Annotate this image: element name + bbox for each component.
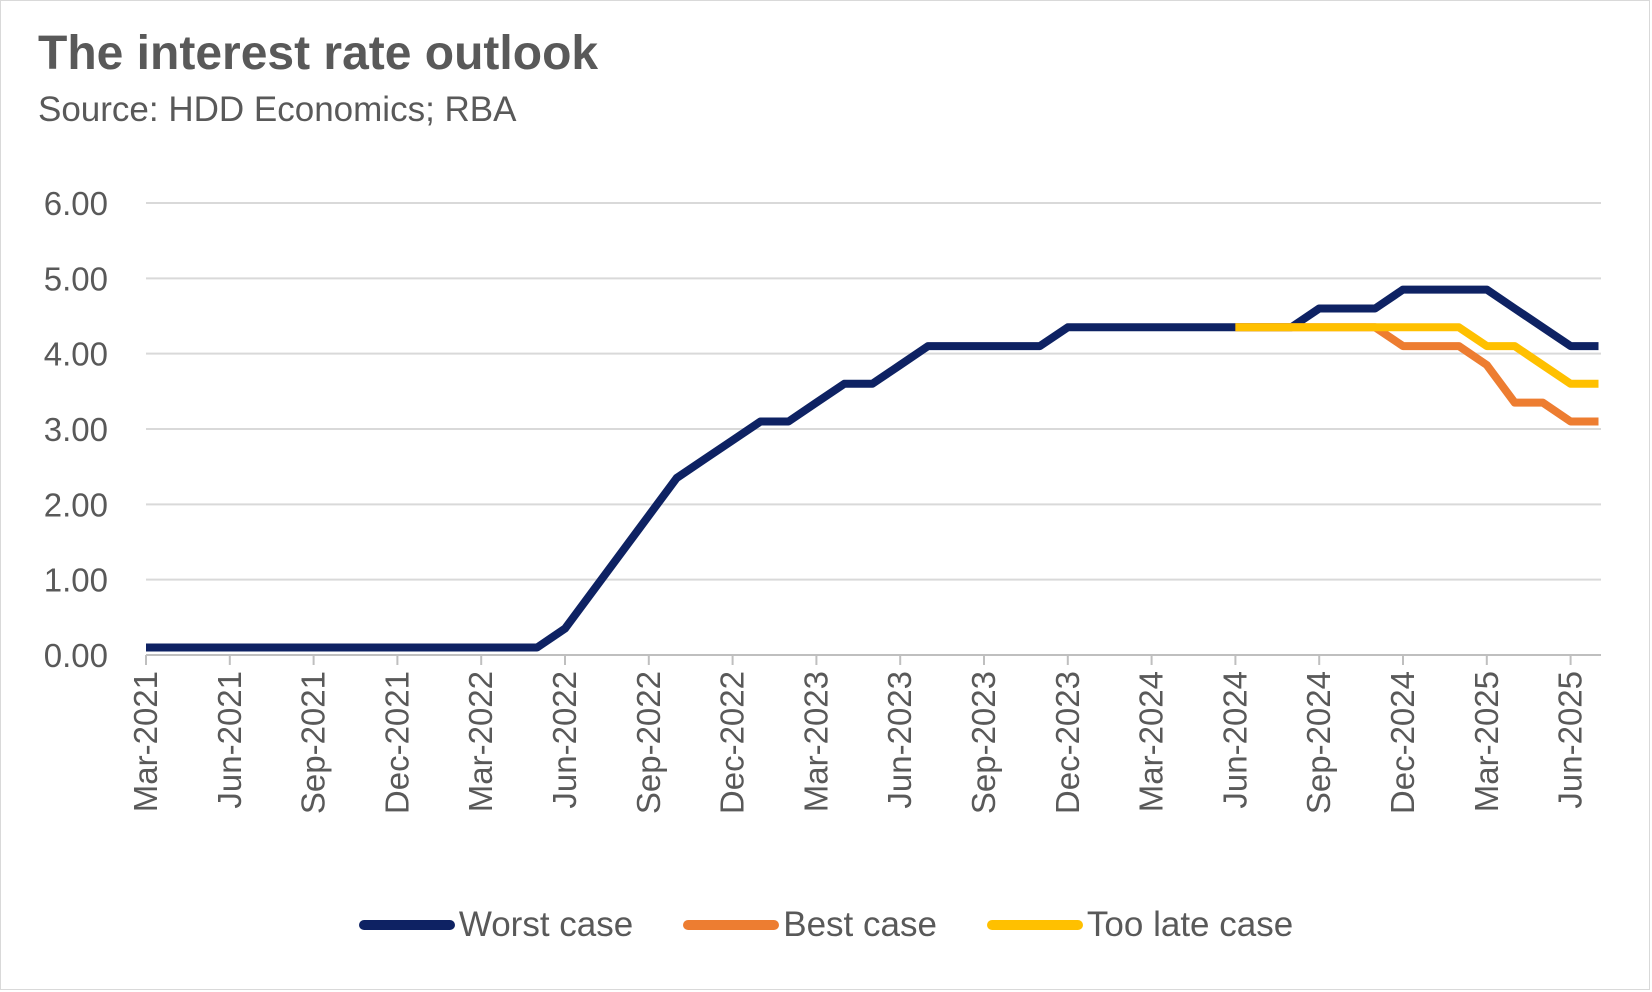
y-tick-label: 3.00 bbox=[44, 411, 108, 448]
x-tick-label: Sep-2022 bbox=[630, 671, 667, 814]
x-tick-label: Mar-2025 bbox=[1468, 671, 1505, 812]
x-tick-label: Sep-2021 bbox=[295, 671, 332, 814]
legend-label-best-case: Best case bbox=[783, 905, 937, 944]
legend-label-worst-case: Worst case bbox=[458, 905, 634, 944]
x-tick-label: Mar-2021 bbox=[127, 671, 164, 812]
y-tick-label: 4.00 bbox=[44, 336, 108, 373]
x-tick-label: Jun-2024 bbox=[1216, 671, 1253, 809]
legend-item-best-case: Best case bbox=[683, 905, 937, 945]
x-tick-label: Sep-2023 bbox=[965, 671, 1002, 814]
x-tick-label: Jun-2023 bbox=[881, 671, 918, 809]
legend-label-too-late-case: Too late case bbox=[1086, 905, 1294, 944]
series-line bbox=[1235, 323, 1599, 426]
y-tick-label: 1.00 bbox=[44, 562, 108, 599]
y-axis: 0.00 1.00 2.00 3.00 4.00 5.00 6.00 bbox=[44, 185, 108, 674]
legend: Worst case Best case Too late case bbox=[0, 900, 1652, 950]
x-tick-label: Mar-2023 bbox=[797, 671, 834, 812]
x-tick-label: Jun-2021 bbox=[211, 671, 248, 809]
chart-title: The interest rate outlook bbox=[38, 27, 599, 80]
x-tick-label: Mar-2024 bbox=[1133, 671, 1170, 812]
legend-swatch-worst-case bbox=[358, 920, 455, 930]
series-line bbox=[146, 285, 1599, 652]
legend-swatch-best-case bbox=[683, 920, 780, 930]
series-lines bbox=[146, 285, 1599, 652]
x-axis bbox=[145, 654, 1601, 665]
y-tick-label: 6.00 bbox=[44, 185, 108, 222]
legend-swatch-too-late-case bbox=[986, 920, 1083, 930]
series-line bbox=[1235, 323, 1599, 388]
x-tick-label: Sep-2024 bbox=[1300, 671, 1337, 814]
x-tick-label: Dec-2022 bbox=[714, 671, 751, 814]
chart-subtitle: Source: HDD Economics; RBA bbox=[38, 90, 517, 129]
gridlines bbox=[146, 202, 1601, 581]
y-tick-label: 2.00 bbox=[44, 486, 108, 523]
y-tick-label: 5.00 bbox=[44, 260, 108, 297]
x-axis-labels: Mar-2021 Jun-2021 Sep-2021 Dec-2021 Mar-2022… bbox=[127, 671, 1589, 814]
series-worst-case bbox=[146, 285, 1599, 652]
series-best-case bbox=[1235, 323, 1599, 426]
x-tick-label: Dec-2021 bbox=[378, 671, 415, 814]
x-tick-label: Mar-2022 bbox=[462, 671, 499, 812]
legend-item-worst-case: Worst case bbox=[358, 905, 634, 945]
series-too-late-case bbox=[1235, 323, 1599, 388]
x-tick-label: Dec-2024 bbox=[1384, 671, 1421, 814]
legend-item-too-late-case: Too late case bbox=[986, 905, 1294, 945]
x-tick-label: Dec-2023 bbox=[1049, 671, 1086, 814]
x-tick-label: Jun-2025 bbox=[1552, 671, 1589, 809]
y-tick-label: 0.00 bbox=[44, 637, 108, 674]
x-tick-label: Jun-2022 bbox=[546, 671, 583, 809]
